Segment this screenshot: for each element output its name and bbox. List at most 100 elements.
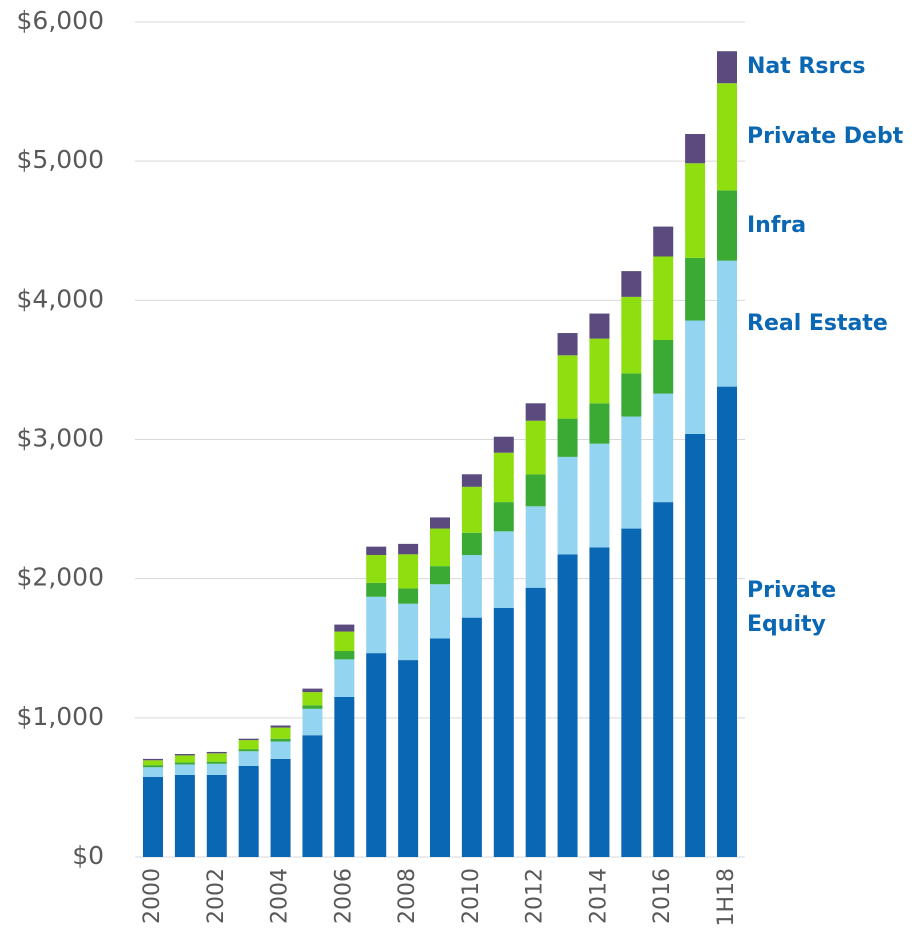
bar-segment (302, 692, 323, 706)
y-tick-label: $1,000 (17, 702, 104, 731)
bar-segment (238, 738, 259, 741)
bar-segment (621, 373, 642, 417)
bar-segment (430, 528, 450, 567)
bar-segment (717, 190, 737, 261)
bar-segment (270, 738, 291, 742)
bar-segment (398, 554, 419, 589)
series-label: Private Equity (747, 577, 837, 637)
bar-segment (557, 333, 578, 356)
bar-segment (685, 163, 706, 258)
series-label: Infra (747, 212, 807, 238)
bar-segment (717, 83, 737, 191)
bar-segment (557, 456, 578, 555)
bar-segment (206, 753, 227, 762)
x-tick-label: 2012 (523, 868, 548, 924)
bar-segment (717, 260, 737, 387)
bar-segment (398, 660, 419, 857)
bar-segment (493, 531, 514, 608)
bar-segment (685, 320, 706, 434)
y-tick-label: $3,000 (17, 424, 104, 453)
x-tick-label: 2002 (204, 868, 229, 924)
bar-segment (461, 532, 482, 556)
bar-segment (493, 452, 514, 503)
bar-segment (143, 776, 163, 857)
bar-segment (334, 631, 355, 652)
bar-segment (143, 767, 163, 777)
bar-segment (557, 355, 578, 419)
bar-segment (366, 653, 387, 857)
bar-segment (430, 517, 450, 529)
bar-segment (653, 393, 674, 503)
bar-segment (653, 256, 674, 340)
bar-segment (525, 403, 546, 421)
bar-segment (589, 403, 610, 444)
bar-segment (174, 755, 195, 763)
x-tick-label: 2010 (459, 868, 484, 924)
bar-segment (334, 659, 355, 697)
bar-segment (493, 502, 514, 532)
bar-segment (334, 651, 355, 660)
bar-segment (206, 763, 227, 775)
bar-segment (143, 758, 163, 761)
bar-segment (589, 313, 610, 339)
bar-segment (270, 727, 291, 739)
bar-segment (302, 688, 323, 693)
bar-segment (430, 638, 450, 857)
bar-segment (398, 588, 419, 604)
bar-segment (621, 296, 642, 374)
bar-segment (461, 555, 482, 618)
bar-segment (174, 754, 195, 756)
bar-segment (461, 474, 482, 487)
x-tick-label: 1H18 (714, 868, 739, 927)
bar-segment (430, 584, 450, 639)
series-label: Nat Rsrcs (747, 54, 866, 80)
bar-segment (621, 416, 642, 529)
bar-segment (302, 705, 323, 709)
bar-segment (589, 338, 610, 404)
bar-segment (366, 582, 387, 597)
bar-segment (621, 271, 642, 297)
bar-segment (653, 226, 674, 257)
bar-segment (302, 708, 323, 736)
bar-segment (238, 751, 259, 766)
bar-segment (238, 740, 259, 750)
bar-segment (143, 765, 163, 768)
bar-segment (493, 436, 514, 453)
bar-segment (525, 506, 546, 588)
bar-segment (685, 257, 706, 321)
bar-segment (461, 486, 482, 533)
bar-segment (143, 760, 163, 766)
bar-segment (525, 587, 546, 857)
bar-segment (398, 543, 419, 555)
y-tick-label: $2,000 (17, 563, 104, 592)
x-tick-label: 2000 (140, 868, 165, 924)
bar-segment (653, 502, 674, 857)
bar-segment (493, 607, 514, 857)
bar-segment (238, 765, 259, 857)
bar-segment (525, 420, 546, 475)
bar-segment (525, 474, 546, 507)
bar-segment (717, 51, 737, 84)
bar-segment (206, 761, 227, 764)
series-label: Private Debt (747, 123, 904, 149)
bar-segment (557, 554, 578, 857)
bar-segment (174, 774, 195, 857)
bar-segment (557, 418, 578, 457)
bar-segment (174, 762, 195, 765)
bar-segment (206, 751, 227, 754)
bar-segment (685, 134, 706, 164)
bar-segment (589, 443, 610, 548)
y-tick-label: $0 (72, 841, 104, 870)
bar-segment (589, 547, 610, 857)
bar-segment (302, 735, 323, 857)
bar-segment (653, 339, 674, 394)
series-label: Real Estate (747, 310, 888, 336)
bar-segment (398, 603, 419, 661)
x-tick-label: 2016 (650, 868, 675, 924)
x-tick-label: 2006 (331, 868, 356, 924)
bar-segment (238, 749, 259, 752)
bar-segment (366, 596, 387, 654)
bar-segment (270, 725, 291, 728)
